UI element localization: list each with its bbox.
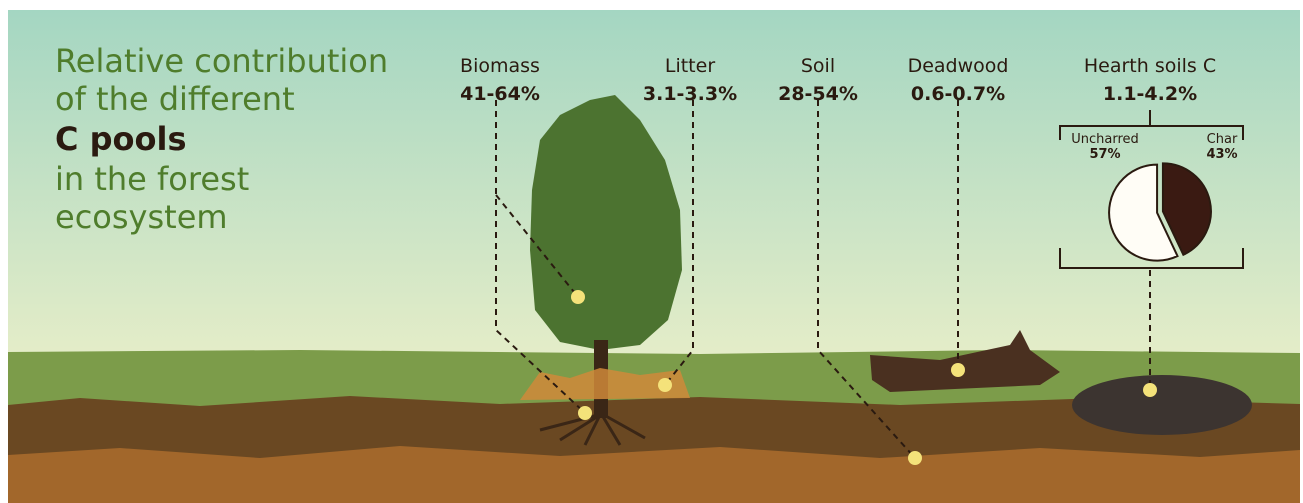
subsoil [8, 446, 1300, 503]
pool-range: 41-64% [460, 83, 540, 105]
title-line: of the different [55, 80, 295, 118]
slice-label: 57% [1089, 147, 1120, 162]
title-line: in the forest [55, 160, 249, 198]
pool-range: 0.6-0.7% [911, 83, 1005, 105]
infographic: Relative contribution of the different C… [0, 0, 1303, 503]
slice-label: 43% [1206, 147, 1237, 162]
pool-range: 28-54% [778, 83, 858, 105]
slice-name: Char [1207, 132, 1238, 147]
pool-name: Deadwood [908, 55, 1009, 77]
pool-range: 3.1-3.3% [643, 83, 737, 105]
pool-name: Hearth soils C [1084, 55, 1216, 77]
pool-range: 1.1-4.2% [1103, 83, 1197, 105]
title-line: Relative contribution [55, 42, 388, 80]
pool-name: Soil [801, 55, 835, 77]
pool-name: Biomass [460, 55, 540, 77]
title-line: ecosystem [55, 198, 228, 236]
hearth-pit [1072, 375, 1252, 435]
pool-name: Litter [665, 55, 715, 77]
slice-name: Uncharred [1071, 132, 1139, 147]
title-line: C pools [55, 120, 187, 158]
